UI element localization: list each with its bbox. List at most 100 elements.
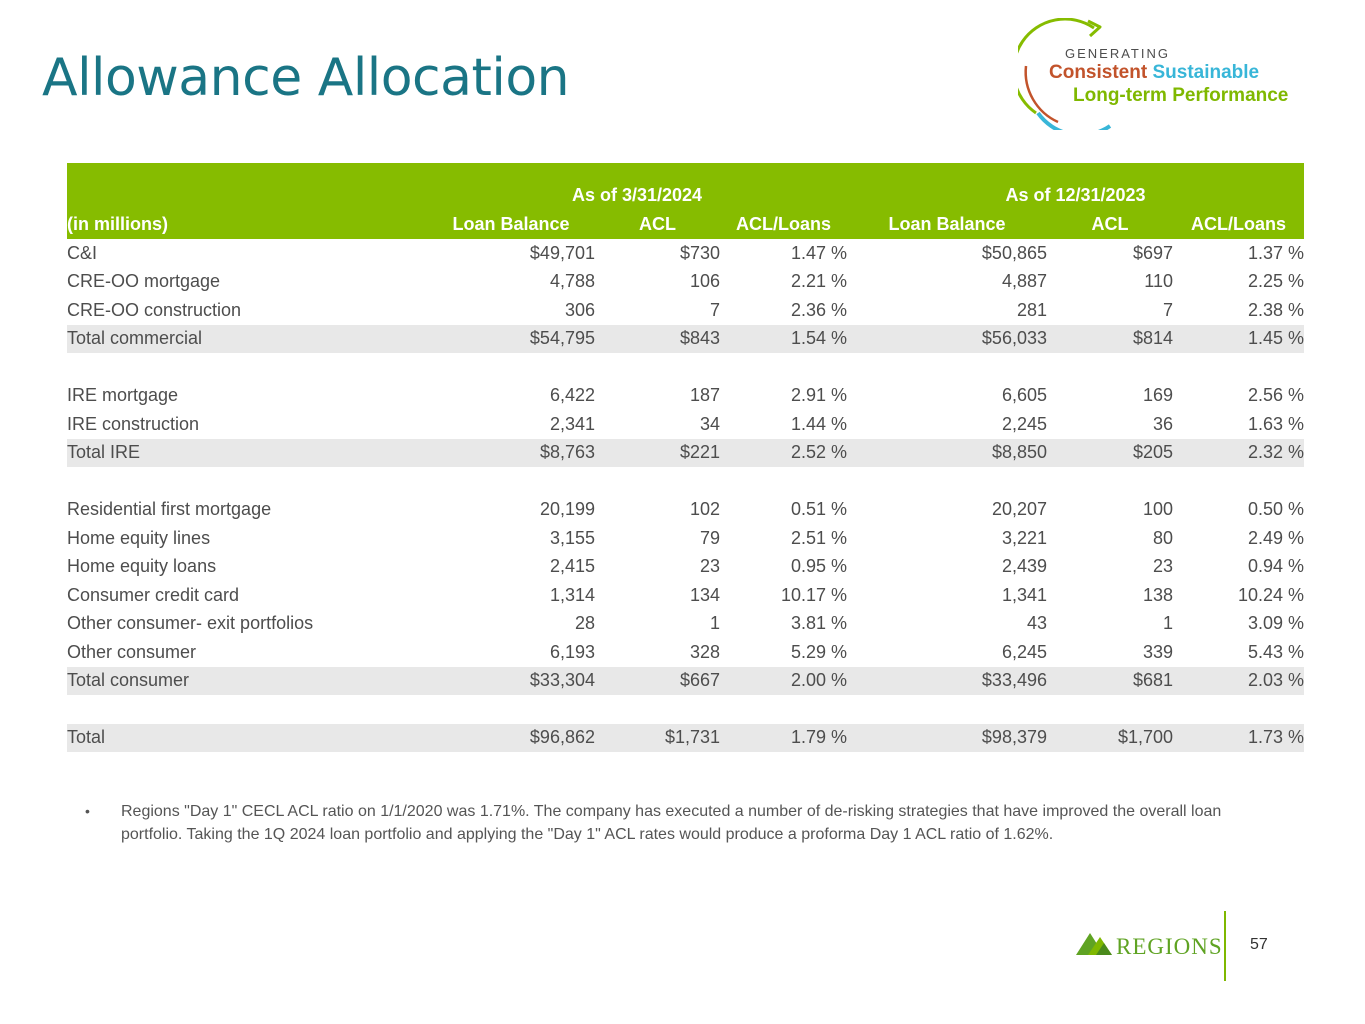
- col-header-acl-loans-1: ACL/Loans: [720, 210, 847, 239]
- cell-value: 169: [1142, 385, 1173, 406]
- row-label: Residential first mortgage: [67, 499, 272, 520]
- cell-value: 100: [1142, 499, 1173, 520]
- row-label: IRE mortgage: [67, 385, 179, 406]
- cell-value: 2,439: [1001, 556, 1047, 577]
- cell-value: $1,700: [1047, 723, 1173, 752]
- spacer-row: [67, 695, 1304, 724]
- regions-brand-text: REGIONS: [1116, 934, 1223, 959]
- row-label: Total commercial: [67, 324, 427, 353]
- cell-value: 1,341: [1001, 584, 1047, 605]
- cell-value: 2,341: [549, 413, 595, 434]
- col-header-acl-2: ACL: [1047, 210, 1173, 239]
- table-row: Other consumer- exit portfolios 28 1 3.8…: [67, 610, 1304, 639]
- cell-value: 5.29 %: [790, 641, 847, 662]
- cell-value: 2.25 %: [1247, 271, 1304, 292]
- cell-value: 80: [1152, 527, 1173, 548]
- cell-value: 20,207: [991, 499, 1047, 520]
- cell-value: 5.43 %: [1247, 641, 1304, 662]
- cell-value: 306: [564, 299, 595, 320]
- cell-value: 138: [1142, 584, 1173, 605]
- period-header-2: As of 12/31/2023: [847, 163, 1304, 210]
- table-row: Consumer credit card 1,314 134 10.17 % 1…: [67, 581, 1304, 610]
- cell-value: $8,763: [427, 438, 595, 467]
- cell-value: $56,033: [847, 324, 1047, 353]
- cell-value: $50,865: [981, 242, 1047, 263]
- row-label: Consumer credit card: [67, 584, 240, 605]
- header-spacer: [67, 163, 427, 210]
- table-row: CRE-OO mortgage 4,788 106 2.21 % 4,887 1…: [67, 268, 1304, 297]
- row-label: Total: [67, 723, 427, 752]
- cell-value: 106: [689, 271, 720, 292]
- cell-value: 1.54 %: [720, 324, 847, 353]
- table-row: IRE mortgage 6,422 187 2.91 % 6,605 169 …: [67, 382, 1304, 411]
- cell-value: 281: [1016, 299, 1047, 320]
- cell-value: 3.09 %: [1247, 613, 1304, 634]
- footer-divider: [1224, 911, 1226, 981]
- cell-value: $221: [595, 438, 720, 467]
- col-header-acl-1: ACL: [595, 210, 720, 239]
- cell-value: $814: [1047, 324, 1173, 353]
- cell-value: 79: [699, 527, 720, 548]
- cell-value: $1,731: [595, 723, 720, 752]
- col-header-acl-loans-2: ACL/Loans: [1173, 210, 1304, 239]
- cell-value: 6,245: [1001, 641, 1047, 662]
- footnote: • Regions "Day 1" CECL ACL ratio on 1/1/…: [85, 800, 1275, 846]
- cell-value: 102: [689, 499, 720, 520]
- cell-value: 6,193: [549, 641, 595, 662]
- spacer-row: [67, 353, 1304, 382]
- cell-value: 10.17 %: [780, 584, 847, 605]
- circular-arrow-icon: [1018, 18, 1112, 130]
- period-header-1: As of 3/31/2024: [427, 163, 847, 210]
- cell-value: 1.63 %: [1247, 413, 1304, 434]
- cell-value: 2.03 %: [1173, 666, 1304, 695]
- cell-value: 2.36 %: [790, 299, 847, 320]
- logo-generating: GENERATING: [1065, 46, 1170, 61]
- cell-value: 1.37 %: [1247, 242, 1304, 263]
- allowance-table: As of 3/31/2024 As of 12/31/2023 (in mil…: [67, 163, 1304, 752]
- regions-logo: REGIONS: [1074, 925, 1224, 965]
- cell-value: 23: [699, 556, 720, 577]
- cell-value: 20,199: [539, 499, 595, 520]
- cell-value: 4,788: [549, 271, 595, 292]
- cell-value: 1.45 %: [1173, 324, 1304, 353]
- table-row: Other consumer 6,193 328 5.29 % 6,245 33…: [67, 638, 1304, 667]
- cell-value: 2.56 %: [1247, 385, 1304, 406]
- cell-value: 1,314: [549, 584, 595, 605]
- tagline-logo: GENERATING Consistent Sustainable Long-t…: [1018, 18, 1318, 130]
- cell-value: $697: [1132, 242, 1173, 263]
- cell-value: 2.49 %: [1247, 527, 1304, 548]
- cell-value: 6,422: [549, 385, 595, 406]
- cell-value: 3,155: [549, 527, 595, 548]
- cell-value: 0.94 %: [1247, 556, 1304, 577]
- table-row: C&I $49,701 $730 1.47 % $50,865 $697 1.3…: [67, 239, 1304, 268]
- cell-value: 1: [709, 613, 720, 634]
- cell-value: $33,304: [427, 666, 595, 695]
- cell-value: $54,795: [427, 324, 595, 353]
- cell-value: 1.79 %: [720, 723, 847, 752]
- cell-value: $681: [1047, 666, 1173, 695]
- page-number: 57: [1250, 936, 1268, 953]
- row-label: Total consumer: [67, 666, 427, 695]
- table-row: CRE-OO construction 306 7 2.36 % 281 7 2…: [67, 296, 1304, 325]
- row-label: Other consumer: [67, 641, 197, 662]
- cell-value: 110: [1144, 271, 1173, 292]
- cell-value: $205: [1047, 438, 1173, 467]
- cell-value: 36: [1152, 413, 1173, 434]
- cell-value: 1.44 %: [790, 413, 847, 434]
- row-label: Home equity loans: [67, 556, 217, 577]
- cell-value: 1.47 %: [790, 242, 847, 263]
- cell-value: 3,221: [1001, 527, 1047, 548]
- cell-value: 7: [1162, 299, 1173, 320]
- logo-line-2: Consistent Sustainable: [1049, 62, 1259, 84]
- row-label: C&I: [67, 242, 98, 263]
- cell-value: 1: [1162, 613, 1173, 634]
- cell-value: 34: [699, 413, 720, 434]
- cell-value: 339: [1142, 641, 1173, 662]
- row-label: Home equity lines: [67, 527, 211, 548]
- cell-value: 2,415: [549, 556, 595, 577]
- cell-value: 1.73 %: [1173, 723, 1304, 752]
- total-row: Total commercial $54,795 $843 1.54 % $56…: [67, 324, 1304, 353]
- row-label: IRE construction: [67, 413, 200, 434]
- cell-value: 2,245: [1001, 413, 1047, 434]
- grand-total-row: Total $96,862 $1,731 1.79 % $98,379 $1,7…: [67, 723, 1304, 752]
